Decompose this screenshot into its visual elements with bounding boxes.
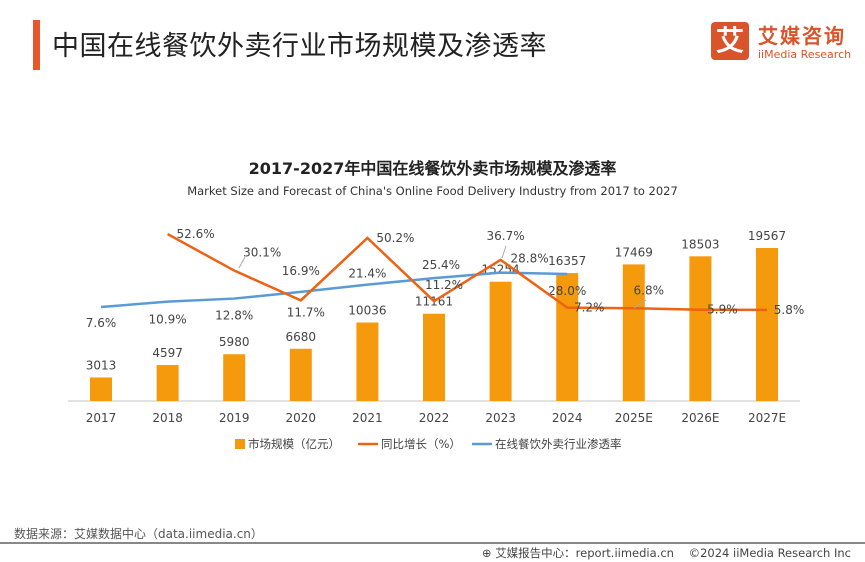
bar-label: 18503 [681,237,719,251]
bar-label: 3013 [86,358,117,372]
report-link[interactable]: 艾媒报告中心：report.iimedia.cn [495,546,674,560]
footer: ⊕ 艾媒报告中心：report.iimedia.cn ©2024 iiMedia… [482,545,851,561]
growth-label: 11.2% [425,278,463,292]
penetration-label: 21.4% [348,267,386,281]
growth-label: 52.6% [177,227,215,241]
growth-label: 36.7% [487,229,525,243]
bar [223,354,246,401]
logo-mark: 艾 [711,22,749,60]
x-tick-label: 2026E [681,411,719,425]
bar [756,247,778,401]
bar-label: 19567 [748,229,786,243]
x-tick-label: 2025E [615,411,653,425]
bar [90,377,112,401]
growth-label: 5.8% [774,303,805,317]
x-tick-label: 2020 [286,411,317,425]
logo-text-en: iiMedia Research [758,48,852,61]
penetration-line [100,271,568,309]
penetration-label: 28.8% [511,252,549,266]
growth-line [166,232,768,312]
bar-label: 6680 [286,330,317,344]
x-tick-label: 2027E [748,411,786,425]
growth-label: 6.8% [634,283,665,297]
leader-line [633,299,647,309]
page-title: 中国在线餐饮外卖行业市场规模及渗透率 [52,31,547,62]
penetration-label: 10.9% [149,313,187,327]
bar-label: 10036 [348,304,386,318]
globe-icon: ⊕ [481,546,492,560]
legend-label: 在线餐饮外卖行业渗透率 [495,437,622,451]
copyright: ©2024 iiMedia Research Inc [688,546,851,560]
x-tick-label: 2024 [552,411,583,425]
bar-label: 16357 [548,254,586,268]
leader-line [238,254,247,269]
logo-text-cn: 艾媒咨询 [758,24,846,48]
bar [689,256,712,401]
x-tick-label: 2017 [86,411,117,425]
title-accent-bar [33,20,40,70]
bar-label: 17469 [615,245,653,259]
bar [156,365,179,401]
penetration-label: 7.6% [86,316,117,330]
bar-label: 4597 [152,346,183,360]
penetration-label: 12.8% [215,309,253,323]
growth-label: 5.9% [707,303,738,317]
penetration-label: 25.4% [422,258,460,272]
bar [423,313,445,401]
bar [622,264,645,401]
growth-label: 7.2% [574,301,605,315]
bar-label: 5980 [219,335,250,349]
footer-divider [0,542,865,544]
x-tick-label: 2021 [352,411,383,425]
leader-line [501,245,507,259]
growth-label: 50.2% [376,231,414,245]
x-tick-label: 2018 [152,411,183,425]
data-source: 数据来源：艾媒数据中心（data.iimedia.cn） [14,527,263,541]
legend-label: 同比增长（%） [381,437,461,451]
bar [289,348,312,401]
chart-title: 2017-2027年中国在线餐饮外卖市场规模及渗透率 [248,159,617,178]
x-tick-label: 2023 [485,411,516,425]
x-tick-label: 2022 [419,411,450,425]
chart-subtitle: Market Size and Forecast of China's Onli… [187,184,678,198]
x-tick-label: 2019 [219,411,250,425]
legend-swatch [235,439,245,449]
penetration-label: 16.9% [282,264,320,278]
bar [489,281,512,401]
growth-label: 11.7% [287,305,325,319]
growth-label: 30.1% [243,246,281,260]
legend-label: 市场规模（亿元） [248,437,340,451]
penetration-label: 28.0% [548,284,586,298]
bar [356,322,379,401]
